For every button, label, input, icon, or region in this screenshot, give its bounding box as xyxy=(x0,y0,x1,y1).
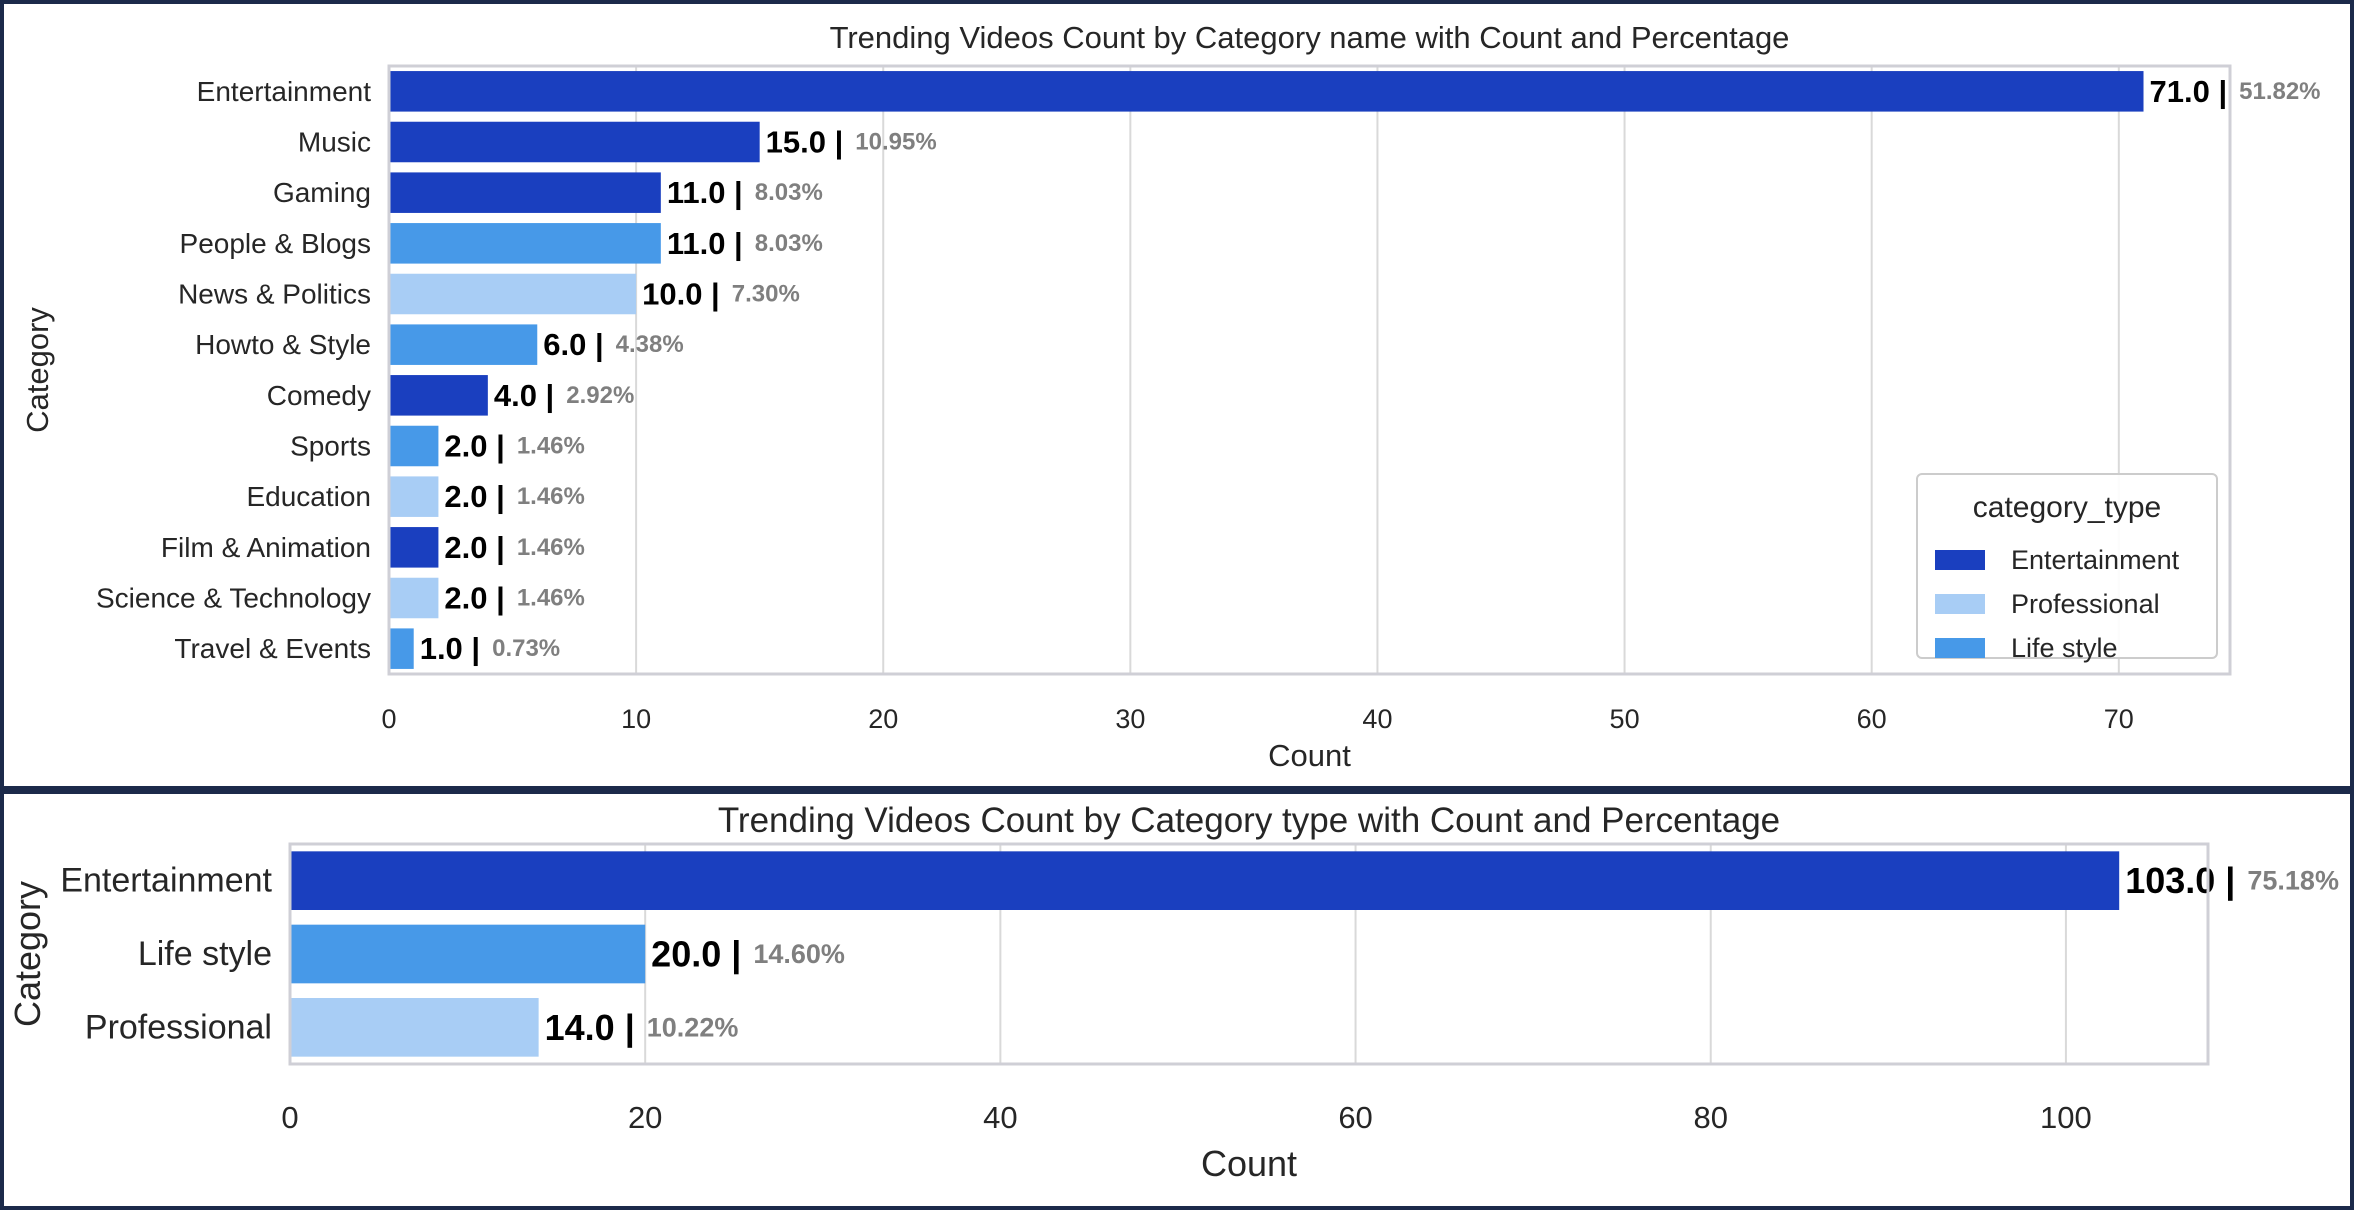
value-label: 11.0 | xyxy=(667,226,743,261)
x-axis-label: Count xyxy=(1268,738,1351,773)
percent-label: 1.46% xyxy=(517,534,585,561)
bar-howto-style xyxy=(389,324,538,365)
percent-label: 2.92% xyxy=(566,382,634,409)
percent-label: 10.22% xyxy=(647,1012,739,1042)
percent-label: 51.82% xyxy=(2239,78,2320,105)
category-label: Comedy xyxy=(267,380,371,411)
bar-gaming xyxy=(389,172,661,213)
bar-education xyxy=(389,476,439,517)
x-tick-label: 60 xyxy=(1338,1100,1372,1135)
value-label: 15.0 | xyxy=(766,125,844,160)
value-label: 71.0 | xyxy=(2150,74,2228,109)
bar-music xyxy=(389,121,760,163)
value-label: 2.0 | xyxy=(444,429,504,464)
category-label: Music xyxy=(298,127,371,158)
x-tick-label: 40 xyxy=(983,1100,1017,1135)
category-label: Gaming xyxy=(273,177,371,208)
value-label: 20.0 | xyxy=(651,934,741,976)
category-label: News & Politics xyxy=(178,279,371,310)
category-label: Howto & Style xyxy=(195,329,371,360)
chart-title: Trending Videos Count by Category name w… xyxy=(830,20,1790,55)
category-label: Travel & Events xyxy=(174,633,371,664)
x-tick-label: 20 xyxy=(868,704,898,734)
legend-entry: Life style xyxy=(2011,633,2118,663)
category-name-chart: Trending Videos Count by Category name w… xyxy=(20,20,2321,773)
x-tick-label: 50 xyxy=(1610,704,1640,734)
percent-label: 10.95% xyxy=(855,129,936,156)
x-tick-label: 30 xyxy=(1115,704,1145,734)
percent-label: 75.18% xyxy=(2247,866,2339,896)
category-name-chart-panel: Trending Videos Count by Category name w… xyxy=(0,0,2354,790)
x-tick-label: 0 xyxy=(381,704,396,734)
x-tick-label: 20 xyxy=(628,1100,662,1135)
value-label: 11.0 | xyxy=(667,175,743,210)
percent-label: 7.30% xyxy=(732,281,800,308)
bar-science-technology xyxy=(389,577,439,619)
chart-title: Trending Videos Count by Category type w… xyxy=(718,801,1780,840)
percent-label: 14.60% xyxy=(753,939,845,969)
category-label: Science & Technology xyxy=(96,583,371,614)
category-label: Education xyxy=(246,481,371,512)
category-label: Entertainment xyxy=(197,76,372,107)
legend: category_type Entertainment Professional Li… xyxy=(1916,473,2218,663)
value-label: 2.0 | xyxy=(444,479,504,514)
percent-label: 0.73% xyxy=(492,635,560,662)
x-tick-label: 40 xyxy=(1362,704,1392,734)
x-tick-label: 0 xyxy=(281,1100,298,1135)
bar-entertainment xyxy=(290,851,2120,910)
value-label: 6.0 | xyxy=(543,327,603,362)
bar-news-politics xyxy=(389,273,637,315)
legend-title: category_type xyxy=(1973,491,2161,524)
percent-label: 8.03% xyxy=(755,230,823,257)
y-axis-label: Category xyxy=(20,307,55,433)
bar-professional xyxy=(290,998,539,1057)
x-axis-label: Count xyxy=(1201,1143,1297,1184)
x-tick-label: 70 xyxy=(2104,704,2134,734)
bar-people-blogs xyxy=(389,223,661,264)
percent-label: 8.03% xyxy=(755,179,823,206)
value-label: 10.0 | xyxy=(642,277,720,312)
category-label: Film & Animation xyxy=(161,532,371,563)
legend-swatch-life-style xyxy=(1935,638,1985,658)
plot-frame xyxy=(288,842,2210,1066)
legend-entry: Professional xyxy=(2011,589,2160,619)
percent-label: 4.38% xyxy=(616,331,684,358)
bar-life-style xyxy=(290,924,646,984)
category-label: People & Blogs xyxy=(180,228,371,259)
category-type-chart: Trending Videos Count by Category type w… xyxy=(7,801,2339,1184)
bar-film-animation xyxy=(389,527,439,568)
category-label: Sports xyxy=(290,431,371,462)
category-label: Professional xyxy=(85,1008,272,1046)
legend-entry: Entertainment xyxy=(2011,545,2180,575)
legend-swatch-professional xyxy=(1935,594,1985,614)
x-tick-label: 80 xyxy=(1693,1100,1727,1135)
bar-sports xyxy=(389,425,439,467)
value-label: 4.0 | xyxy=(494,378,554,413)
percent-label: 1.46% xyxy=(517,585,585,612)
value-label: 2.0 | xyxy=(444,530,504,565)
x-tick-label: 60 xyxy=(1857,704,1887,734)
x-tick-label: 100 xyxy=(2040,1100,2092,1135)
percent-label: 1.46% xyxy=(517,433,585,460)
legend-box xyxy=(1916,473,2218,659)
category-type-chart-panel: Trending Videos Count by Category type w… xyxy=(0,790,2354,1210)
bar-comedy xyxy=(389,375,488,416)
x-tick-label: 10 xyxy=(621,704,651,734)
bar-travel-events xyxy=(389,628,414,669)
legend-swatch-entertainment xyxy=(1935,550,1985,570)
plot-frame xyxy=(387,64,2232,676)
y-axis-label: Category xyxy=(7,881,48,1027)
value-label: 2.0 | xyxy=(444,581,504,616)
category-label: Entertainment xyxy=(60,862,272,900)
value-label: 1.0 | xyxy=(420,631,480,666)
bar-entertainment xyxy=(389,71,2144,112)
value-label: 103.0 | xyxy=(2125,860,2235,902)
percent-label: 1.46% xyxy=(517,483,585,510)
category-label: Life style xyxy=(138,935,272,973)
value-label: 14.0 | xyxy=(545,1007,635,1049)
